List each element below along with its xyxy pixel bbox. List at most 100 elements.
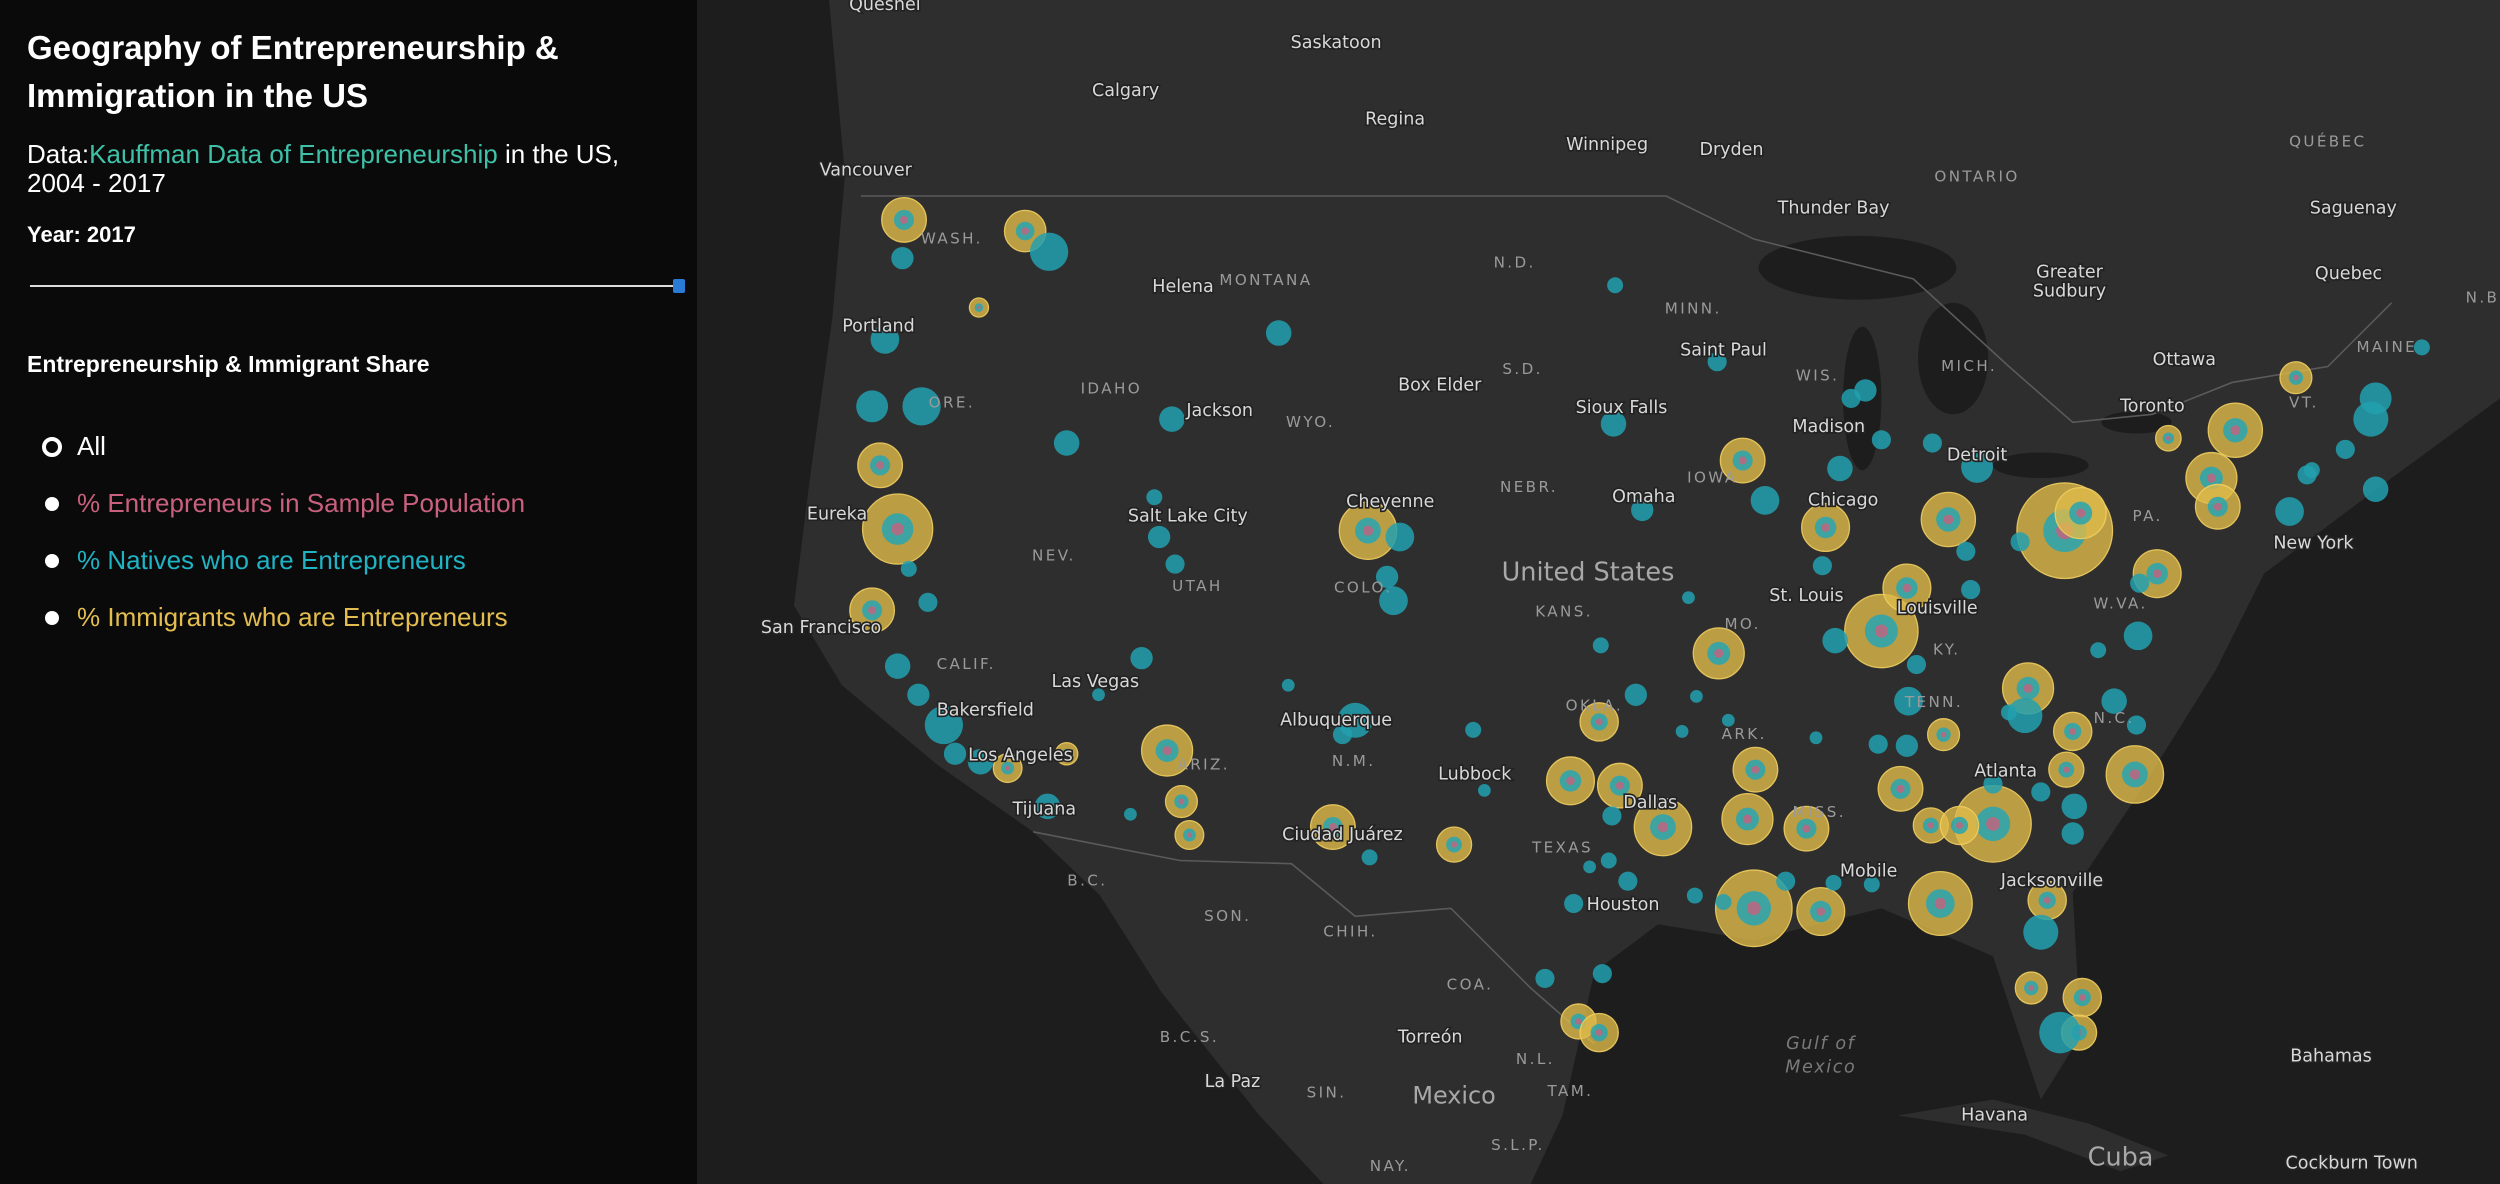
legend-option[interactable]: All: [27, 418, 670, 475]
place-label: Thunder Bay: [1777, 199, 1890, 219]
place-label: Eureka: [807, 505, 867, 525]
lake: [2101, 411, 2172, 434]
sample-circle: [2043, 896, 2051, 904]
native-circle: [918, 592, 938, 612]
region-label: MO.: [1724, 615, 1760, 633]
sample-circle: [2023, 683, 2033, 693]
native-circle: [1675, 725, 1689, 738]
native-circle: [2061, 822, 2084, 845]
native-circle: [2023, 914, 2059, 950]
slider-thumb[interactable]: [673, 279, 685, 293]
region-label: TENN.: [1904, 693, 1963, 711]
region-label: UTAH: [1172, 577, 1222, 595]
native-circle: [870, 325, 900, 354]
region-label: ARK.: [1722, 725, 1767, 743]
native-circle: [1631, 498, 1654, 522]
native-circle: [1822, 627, 1848, 654]
native-circle: [943, 742, 967, 765]
native-circle: [1809, 731, 1823, 745]
native-circle: [1053, 430, 1080, 456]
native-circle: [2090, 642, 2107, 659]
place-label: Calgary: [1092, 81, 1159, 101]
sample-circle: [1927, 822, 1934, 829]
place-label: Vancouver: [820, 161, 913, 181]
region-label: WYO.: [1286, 413, 1335, 431]
place-label: Mobile: [1840, 862, 1897, 882]
native-circle: [900, 560, 917, 577]
atlantic-gulf: [1530, 398, 2500, 1184]
legend-option[interactable]: % Entrepreneurs in Sample Population: [27, 475, 670, 532]
native-circle: [902, 387, 941, 426]
sample-circle: [1738, 456, 1747, 465]
legend-option[interactable]: % Immigrants who are Entrepreneurs: [27, 589, 670, 646]
region-label: KANS.: [1535, 602, 1593, 620]
native-circle: [2010, 532, 2030, 552]
native-circle: [2123, 621, 2153, 651]
radio[interactable]: [45, 496, 59, 511]
radio[interactable]: [45, 610, 59, 625]
option-label: % Entrepreneurs in Sample Population: [77, 488, 526, 518]
native-circle: [1618, 871, 1638, 891]
native-circle: [1477, 784, 1491, 797]
region-label: N.D.: [1494, 253, 1536, 271]
native-circle: [1827, 455, 1853, 482]
place-label: Torreón: [1397, 1027, 1463, 1047]
place-label: Louisville: [1897, 599, 1978, 619]
place-label: Cheyenne: [1346, 492, 1434, 512]
place-label: Jackson: [1185, 401, 1253, 421]
native-circle: [1332, 725, 1353, 745]
native-circle: [1379, 586, 1408, 616]
place-label: Bakersfield: [937, 701, 1034, 721]
native-circle: [1146, 489, 1163, 506]
native-circle: [2007, 697, 2043, 734]
radio[interactable]: [45, 553, 59, 568]
title: Geography of Entrepreneurship & Immigrat…: [27, 29, 559, 114]
native-circle: [2413, 339, 2430, 356]
source-link[interactable]: Kauffman Data of Entrepreneurship: [89, 139, 498, 169]
native-circle: [1776, 871, 1796, 891]
place-label: Tijuana: [1012, 800, 1077, 820]
sample-circle: [868, 606, 877, 615]
native-circle: [2126, 715, 2147, 735]
native-circle: [2335, 439, 2355, 459]
region-label: KY.: [1933, 641, 1961, 659]
radio[interactable]: [42, 436, 62, 457]
region-label: MISS.: [1792, 803, 1845, 821]
region-label: MAINE: [2356, 338, 2417, 356]
source-suffix: in the US, 2004 - 2017: [27, 139, 620, 198]
native-circle: [1159, 406, 1185, 432]
lake: [1992, 452, 2089, 479]
native-circle: [1535, 968, 1555, 988]
place-label: Portland: [842, 317, 915, 337]
place-label: Ciudad Juárez: [1282, 825, 1403, 845]
place-label: Ottawa: [2153, 350, 2216, 370]
sample-circle: [1746, 901, 1761, 916]
place-label: New York: [2273, 533, 2354, 553]
region-label: IDAHO: [1081, 379, 1142, 397]
water-label: Mexico: [1785, 1058, 1856, 1078]
sample-circle: [2028, 985, 2035, 991]
water-label: Gulf of: [1786, 1034, 1857, 1054]
region-label: SIN.: [1307, 1084, 1347, 1102]
sample-circle: [1934, 897, 1947, 910]
native-circle: [2061, 793, 2088, 820]
region-label: N.C.: [2094, 709, 2135, 727]
year-slider[interactable]: [30, 276, 685, 296]
legend-option[interactable]: % Natives who are Entrepreneurs: [27, 532, 670, 589]
sample-circle: [2129, 769, 2141, 780]
native-circle: [1895, 734, 1919, 757]
native-circle: [1894, 686, 1923, 716]
region-label: CHIH.: [1323, 923, 1377, 941]
native-circle: [1607, 277, 1624, 294]
place-label: Salt Lake City: [1128, 506, 1248, 526]
place-label: Saskatoon: [1291, 33, 1382, 53]
sample-circle: [1005, 765, 1011, 771]
region-label: CALIF.: [937, 655, 996, 673]
native-circle: [967, 748, 994, 775]
sample-circle: [2063, 766, 2070, 773]
place-label: Jacksonville: [2000, 871, 2103, 891]
sample-circle: [1657, 821, 1669, 833]
native-circle: [1465, 721, 1482, 738]
region-label: NEV.: [1032, 547, 1076, 565]
region-label: IOWA: [1687, 469, 1737, 487]
